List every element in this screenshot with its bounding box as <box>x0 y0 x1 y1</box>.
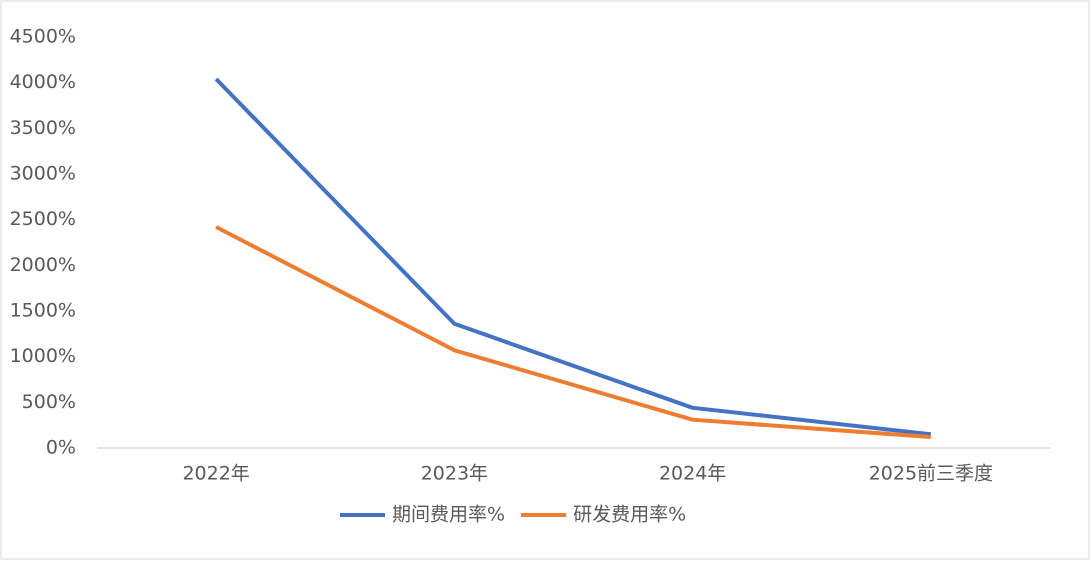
y-tick-label: 1500% <box>10 300 76 322</box>
y-tick-label: 4500% <box>10 26 76 48</box>
x-tick-label: 2023年 <box>421 463 488 485</box>
y-tick-label: 500% <box>22 391 76 413</box>
y-tick-label: 3000% <box>10 163 76 185</box>
y-tick-label: 4000% <box>10 71 76 93</box>
series-line <box>214 77 932 437</box>
y-tick-label: 2000% <box>10 254 76 276</box>
x-tick-label: 2024年 <box>659 463 726 485</box>
x-tick-label: 2025前三季度 <box>869 463 993 485</box>
y-tick-label: 3500% <box>10 117 76 139</box>
y-tick-label: 0% <box>46 437 76 459</box>
y-tick-label: 2500% <box>10 208 76 230</box>
legend-label: 研发费用率% <box>573 504 686 526</box>
legend-label: 期间费用率% <box>392 504 505 526</box>
y-tick-label: 1000% <box>10 345 76 367</box>
series-line <box>215 225 932 440</box>
x-tick-label: 2022年 <box>182 463 249 485</box>
